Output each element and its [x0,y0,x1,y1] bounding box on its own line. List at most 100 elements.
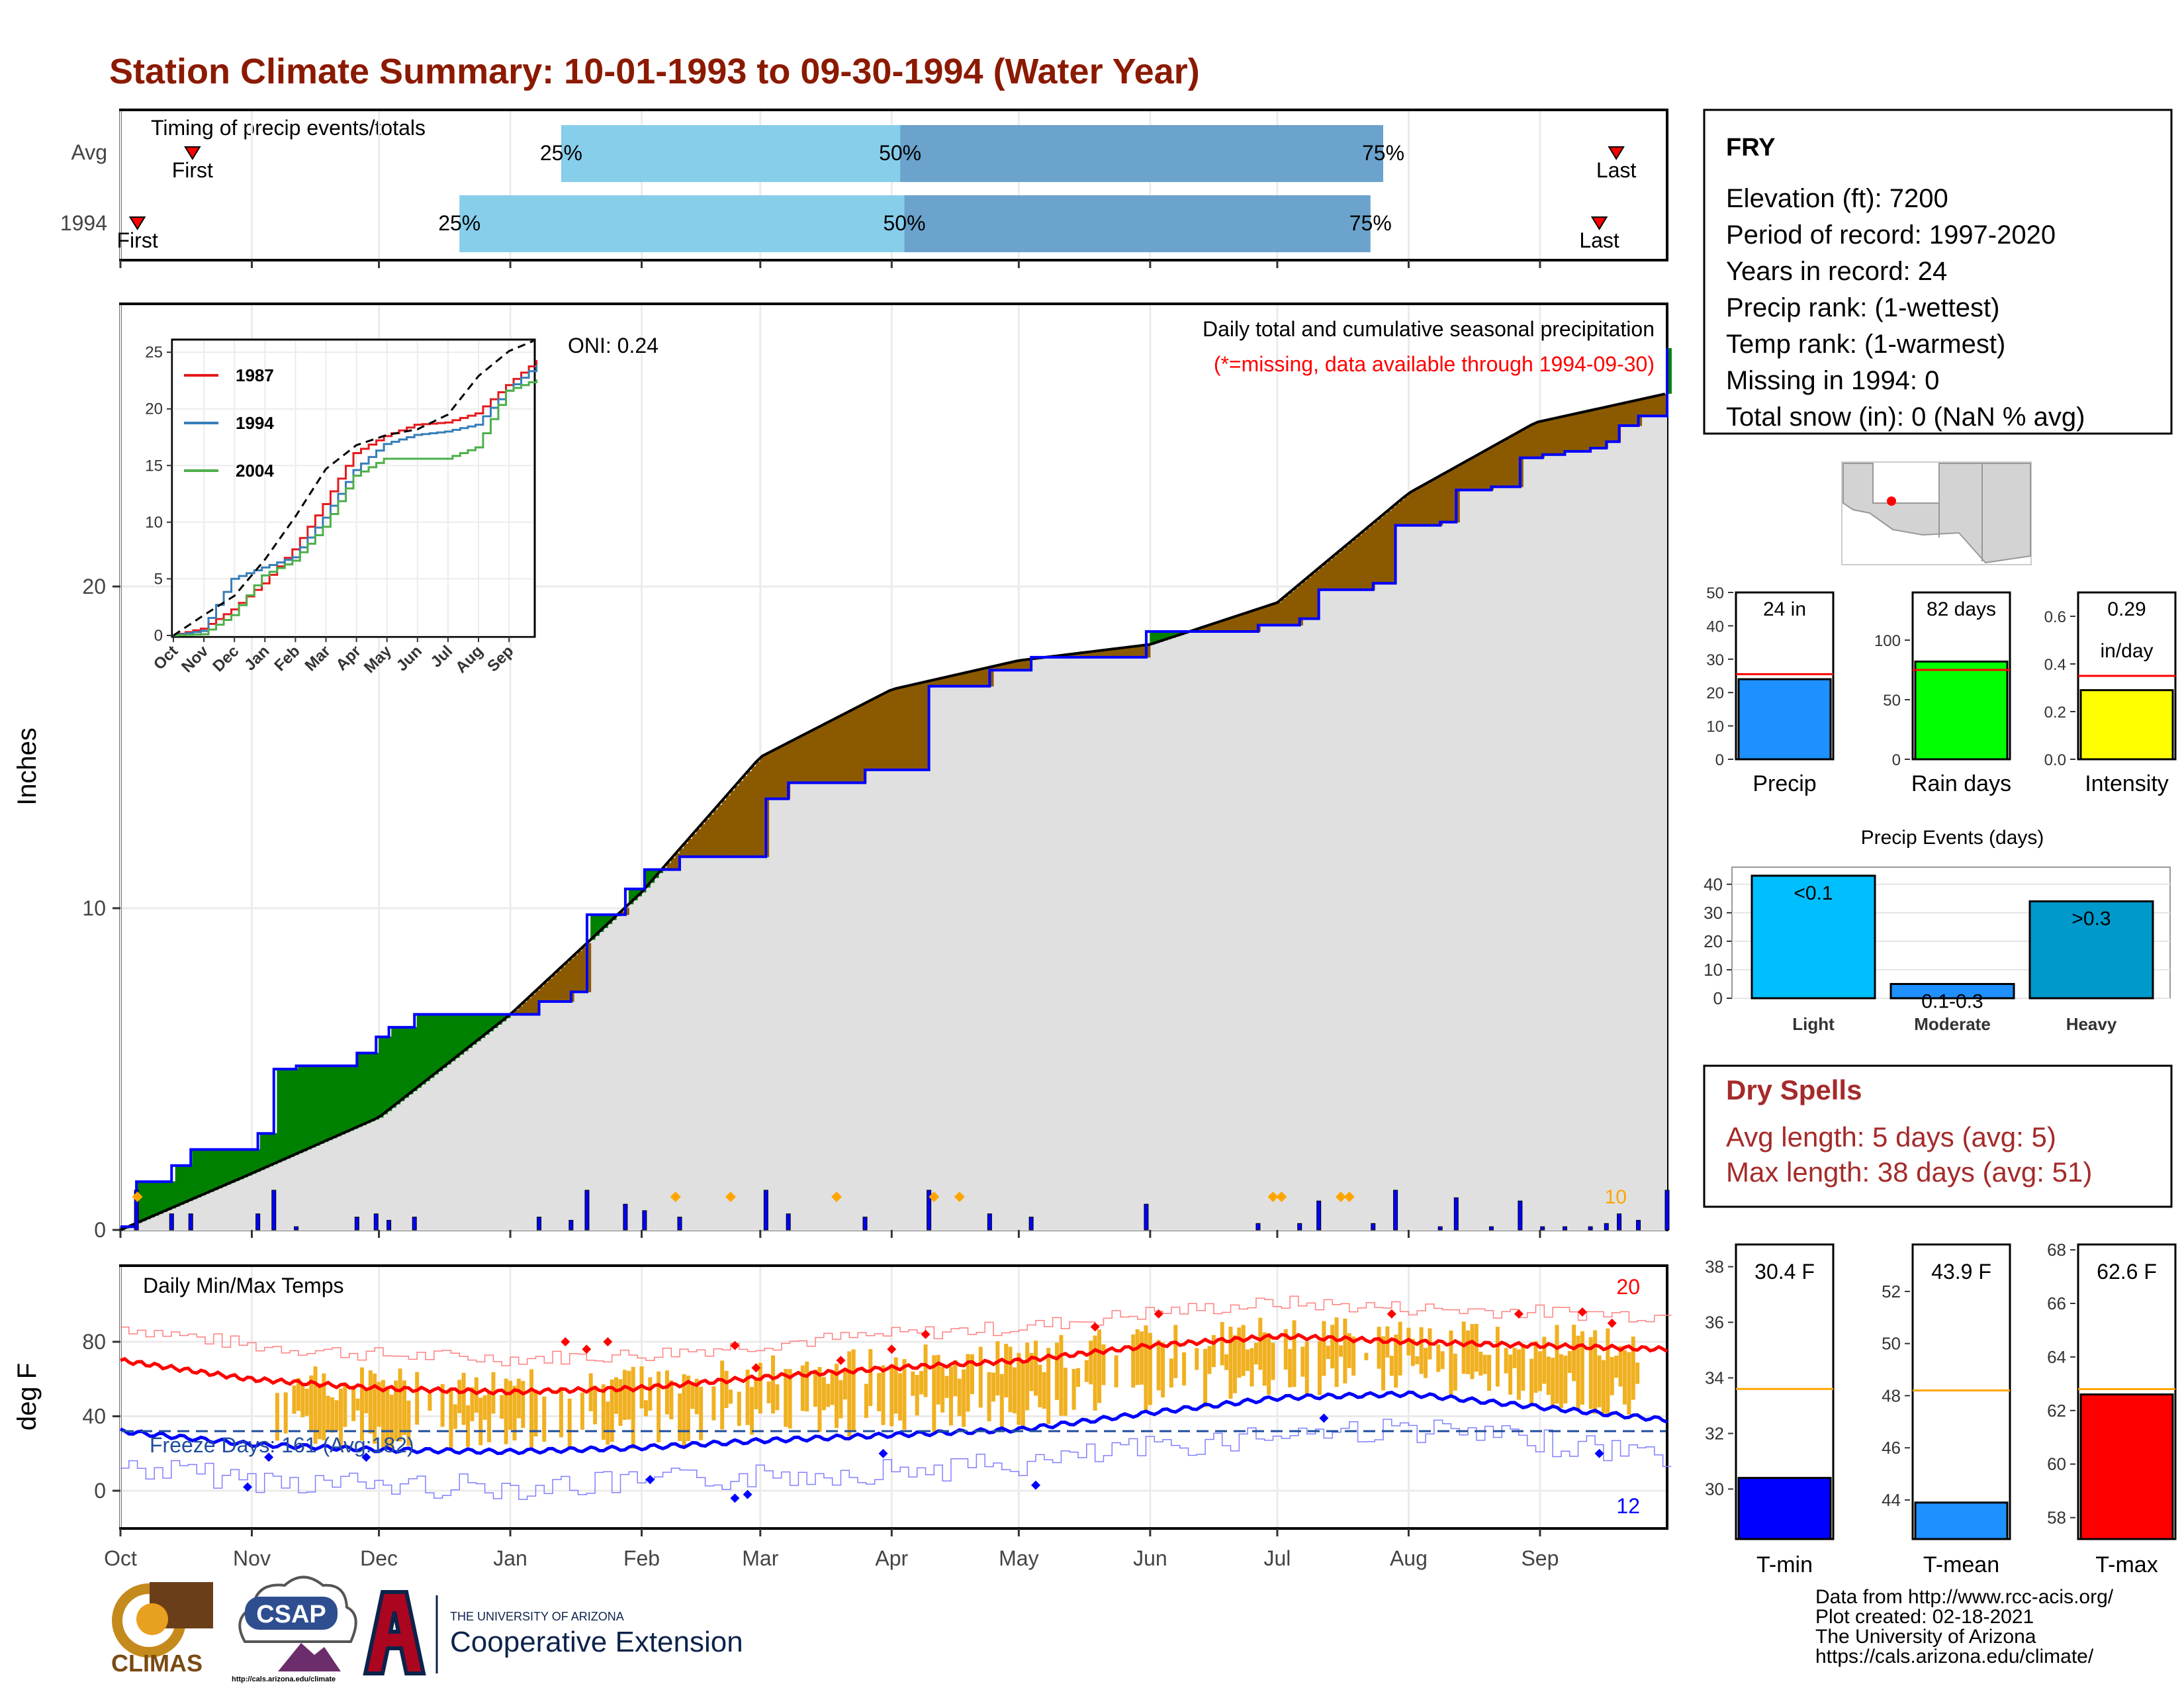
events-title: Precip Events (days) [1861,827,2044,849]
daily-temp-range-bar [457,1380,462,1413]
missing-data-marker [1335,1192,1346,1202]
avg-cumulative-line [120,393,1666,1231]
logos: CLIMAS CSAP http://cals.arizona.edu/clim… [111,1575,743,1683]
daily-temp-range-bar [1555,1325,1559,1404]
daily-temp-range-bar [648,1377,653,1411]
missing-data-marker [929,1192,940,1202]
locator-map [1841,461,2032,565]
daily-temp-range-bar [1606,1328,1610,1415]
daily-temp-range-bar [877,1373,882,1411]
daily-temp-range-bar [296,1378,300,1411]
record-high-envelope [120,1295,1672,1366]
daily-temp-range-bar [682,1374,686,1446]
last-event-marker [1590,216,1608,230]
daily-temp-range-bar [991,1372,995,1402]
daily-temp-range-bar [487,1391,492,1442]
daily-temp-range-bar [1504,1348,1508,1374]
daily-temp-range-bar [1576,1335,1580,1411]
temp-y-tick-label: 44 [1882,1490,1901,1510]
daily-precip-bar [1437,1226,1443,1231]
daily-temp-range-bar [957,1378,962,1417]
daily-temp-range-bar [1304,1341,1309,1394]
dry-avg: Avg length: 5 days (avg: 5) [1726,1121,2056,1152]
daily-temp-range-bar [508,1380,513,1430]
daily-temp-range-bar [292,1385,296,1414]
daily-temp-range-bar [1580,1331,1584,1405]
temp-bar-name: T-mean [1923,1552,1999,1577]
daily-temp-range-bar [1424,1348,1428,1378]
temp-title: Daily Min/Max Temps [143,1274,343,1297]
daily-temp-range-bar [813,1370,818,1407]
summary-y-tick-label: 0.6 [2044,608,2066,626]
daily-temp-range-bar [940,1366,945,1413]
precip-caption: Daily total and cumulative seasonal prec… [1203,317,1655,341]
daily-temp-range-bar [1144,1325,1148,1411]
event-bar-label: 0.1-0.3 [1921,990,1983,1012]
events-y-tick-label: 10 [1704,960,1723,980]
daily-precip-bar [1617,1213,1622,1231]
daily-temp-range-bar [1322,1321,1326,1376]
inset-y-tick-label: 5 [154,570,163,588]
daily-temp-range-bar [1487,1354,1492,1391]
daily-temp-range-bar [373,1373,377,1444]
daily-temp-range-bar [1114,1355,1118,1387]
daily-temp-range-bar [898,1373,903,1421]
temp-y-tick-label: 60 [2047,1454,2066,1474]
daily-temp-range-bar [1601,1360,1606,1414]
daily-temp-range-bar [1211,1335,1216,1368]
daily-temp-range-bar [1593,1330,1598,1414]
summary-bars: 24 in Precip 0 10 20 30 40 50 82 days Rain days 0 5… [1706,585,2177,796]
daily-temp-range-bar [1283,1329,1288,1370]
month-tick-label: Aug [1390,1546,1428,1570]
summary-bar-value: 24 in [1763,598,1806,620]
daily-temp-range-bar [631,1366,635,1449]
summary-bar [1914,660,2009,761]
inset-series-line [173,360,538,637]
daily-temp-range-bar [1551,1358,1555,1407]
daily-temp-range-bar [1267,1333,1271,1395]
daily-temp-range-bar [1250,1348,1254,1387]
climas-text: CLIMAS [111,1650,203,1677]
last-label: Last [1579,228,1619,252]
daily-temp-range-bar [406,1400,411,1446]
quartile-label: 25% [438,211,480,235]
daily-temp-range-bar [470,1387,475,1421]
inset-y-tick-label: 20 [145,400,163,418]
csap-logo: CSAP http://cals.arizona.edu/climate [232,1575,357,1683]
daily-temp-range-bar [533,1389,538,1436]
daily-precip-bar [1255,1223,1261,1231]
oni-label: ONI: 0.24 [568,334,659,357]
daily-temp-range-bar [1253,1342,1258,1365]
daily-temp-range-bar [482,1395,487,1420]
summary-bar-name: Intensity [2085,771,2169,796]
daily-temp-range-bar [889,1364,894,1427]
daily-temp-range-bar [784,1369,788,1427]
daily-temp-range-bar [466,1405,471,1447]
temp-y-tick-label: 48 [1882,1385,1901,1405]
month-tick-label: Dec [360,1546,398,1570]
daily-temp-range-bar [389,1394,394,1451]
daily-temp-range-bar [1351,1336,1356,1376]
temp-bar-value: 62.6 F [2097,1260,2157,1284]
missing-data-marker [954,1192,965,1202]
daily-temp-range-bar [1479,1351,1483,1376]
daily-temp-range-bar [766,1382,771,1403]
daily-temp-range-bar [1563,1355,1568,1404]
daily-temp-range-bar [317,1383,322,1440]
station-line: Precip rank: (1-wettest) [1726,293,1999,322]
daily-temp-range-bar [1453,1354,1457,1391]
daily-temp-range-bar [1059,1335,1064,1416]
record-low-marker [878,1448,888,1458]
daily-temp-range-bar [1398,1321,1402,1376]
record-high-marker [561,1337,570,1346]
daily-temp-range-bar [1627,1352,1631,1415]
daily-temp-range-bar [1033,1340,1038,1396]
temp-y-tick-label: 38 [1705,1257,1724,1277]
daily-temp-range-bar [948,1366,953,1426]
summary-y-tick-label: 40 [1706,618,1724,635]
daily-temp-range-bar [1055,1342,1060,1400]
daily-temp-range-bar [1406,1327,1411,1356]
event-bar-label: <0.1 [1794,882,1833,904]
daily-temp-range-bar [1063,1368,1068,1416]
temp-bar-value: 30.4 F [1754,1260,1815,1284]
